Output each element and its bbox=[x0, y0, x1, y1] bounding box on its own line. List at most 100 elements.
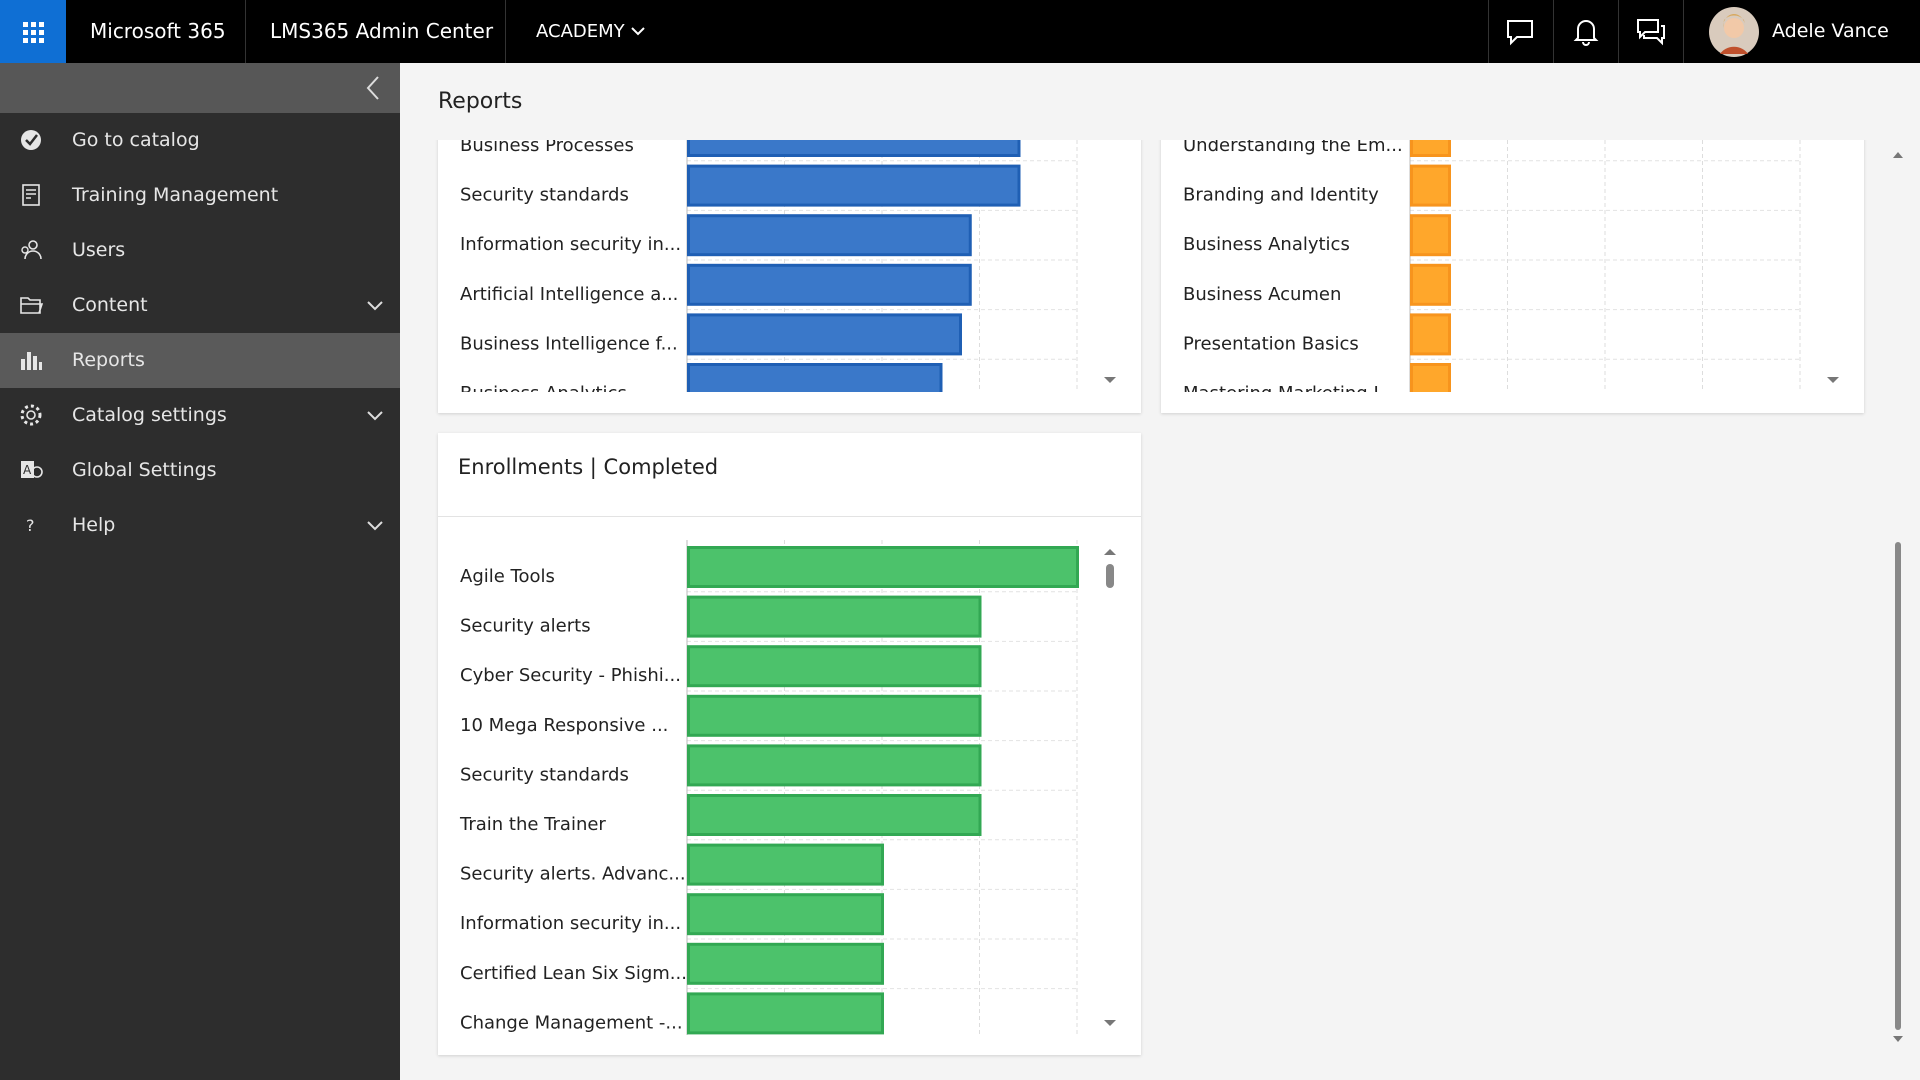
category-label: Change Management -... bbox=[460, 1012, 683, 1033]
category-label: Train the Trainer bbox=[459, 814, 606, 835]
category-label: Information security in... bbox=[460, 913, 681, 934]
bar bbox=[687, 313, 962, 356]
notification-icon[interactable] bbox=[1572, 17, 1600, 47]
nav-label: Content bbox=[72, 294, 148, 316]
page-scrollbar[interactable] bbox=[1888, 140, 1908, 1055]
nav-item[interactable]: A Global Settings bbox=[0, 443, 400, 498]
divider bbox=[438, 516, 1141, 517]
scroll-down[interactable] bbox=[1104, 377, 1116, 383]
nav-icon: ? bbox=[26, 516, 35, 535]
category-label: Security alerts. Advanc... bbox=[460, 864, 686, 885]
page-header: Reports bbox=[400, 63, 1920, 140]
scroll-up[interactable] bbox=[1104, 549, 1116, 555]
category-label: Information security in... bbox=[460, 234, 681, 255]
category-label: Agile Tools bbox=[460, 566, 555, 587]
top-bar: Microsoft 365 LMS365 Admin Center ACADEM… bbox=[0, 0, 1920, 63]
chart-card: Enrollments | Completed bbox=[438, 433, 1141, 1055]
nav-icon bbox=[21, 240, 42, 260]
chart: Business Processes Security standards Info… bbox=[460, 140, 1116, 392]
category-label: Business Analytics bbox=[460, 383, 627, 392]
bar bbox=[1410, 363, 1451, 392]
card-title: Enrollments | Completed bbox=[458, 455, 719, 479]
app-launcher[interactable] bbox=[0, 0, 66, 63]
avatar[interactable] bbox=[1708, 6, 1760, 58]
bar bbox=[687, 744, 982, 787]
category-label: Certified Lean Six Sigm... bbox=[460, 963, 687, 984]
nav-item[interactable]: Reports bbox=[0, 333, 400, 388]
bar bbox=[687, 164, 1021, 207]
nav-label: Catalog settings bbox=[72, 404, 227, 426]
bar bbox=[687, 140, 1021, 157]
category-label: Understanding the Em... bbox=[1183, 140, 1403, 156]
nav-icon bbox=[21, 130, 41, 150]
bar bbox=[687, 794, 982, 836]
nav-icon bbox=[20, 404, 42, 426]
nav-label: Help bbox=[72, 514, 116, 536]
category-label: Business Analytics bbox=[1183, 234, 1350, 255]
report-area: Enrollments | Completed bbox=[400, 140, 1920, 1080]
expand-chevron bbox=[367, 301, 383, 311]
nav-icon: A bbox=[21, 461, 43, 478]
scroll-down[interactable] bbox=[1104, 1020, 1116, 1026]
app-name[interactable]: Microsoft 365 bbox=[90, 19, 226, 43]
waffle-icon bbox=[23, 22, 44, 43]
nav-icon bbox=[20, 297, 44, 314]
category-label: Cyber Security - Phishi... bbox=[460, 665, 681, 686]
chart: Agile Tools Security alerts Cyber Security… bbox=[459, 540, 1116, 1035]
category-label: Mastering Marketing L... bbox=[1183, 383, 1401, 392]
bar bbox=[687, 843, 884, 886]
expand-chevron bbox=[367, 411, 383, 421]
collapse-icon bbox=[366, 76, 379, 100]
chart: Understanding the Em... Branding and Iden… bbox=[1183, 140, 1839, 392]
category-label: Security standards bbox=[460, 185, 629, 206]
bar bbox=[687, 595, 982, 638]
nav-item[interactable]: Content bbox=[0, 278, 400, 333]
svg-text:A: A bbox=[23, 463, 32, 477]
bar bbox=[687, 992, 884, 1035]
chevron bbox=[631, 27, 645, 36]
category-label: Presentation Basics bbox=[1183, 333, 1359, 354]
category-label: 10 Mega Responsive ... bbox=[460, 715, 668, 736]
nav-item[interactable]: Catalog settings bbox=[0, 388, 400, 443]
category-label: Security standards bbox=[460, 764, 629, 785]
feedback-icon[interactable] bbox=[1635, 17, 1667, 47]
bar bbox=[687, 942, 884, 985]
nav-item[interactable]: Go to catalog bbox=[0, 113, 400, 168]
bar bbox=[1410, 263, 1451, 306]
sidebar: Go to catalog Training Management Users Con… bbox=[0, 63, 400, 1080]
category-label: Business Intelligence f... bbox=[460, 333, 678, 354]
nav-icon bbox=[22, 184, 40, 206]
bar bbox=[687, 645, 982, 688]
bar bbox=[687, 546, 1079, 588]
collapse-bar[interactable] bbox=[0, 63, 400, 113]
bar bbox=[1410, 313, 1451, 356]
expand-chevron bbox=[367, 521, 383, 531]
nav-item[interactable]: Users bbox=[0, 223, 400, 278]
bar bbox=[687, 694, 982, 737]
scrollbar-graphic bbox=[1893, 152, 1903, 1042]
chart-card bbox=[1161, 140, 1864, 413]
nav-icon bbox=[21, 352, 42, 370]
bar bbox=[1410, 164, 1451, 207]
product-name[interactable]: LMS365 Admin Center bbox=[270, 19, 494, 43]
scroll-thumb[interactable] bbox=[1106, 564, 1114, 588]
nav-label: Users bbox=[72, 239, 126, 261]
tenant-menu[interactable]: ACADEMY bbox=[536, 21, 625, 42]
bar bbox=[1410, 140, 1451, 157]
nav-item[interactable]: ? Help bbox=[0, 498, 400, 553]
bar bbox=[687, 893, 884, 936]
category-label: Branding and Identity bbox=[1183, 185, 1379, 206]
bar bbox=[1410, 214, 1451, 257]
category-label: Artificial Intelligence a... bbox=[460, 284, 678, 305]
chat-icon[interactable] bbox=[1505, 18, 1535, 46]
page-title: Reports bbox=[438, 89, 523, 114]
svg-text:?: ? bbox=[26, 516, 35, 535]
nav-label: Training Management bbox=[72, 184, 279, 206]
bar bbox=[687, 214, 972, 257]
nav-item[interactable]: Training Management bbox=[0, 168, 400, 223]
bar bbox=[687, 263, 972, 306]
bar bbox=[687, 363, 943, 392]
user-name[interactable]: Adele Vance bbox=[1772, 20, 1889, 42]
scroll-down[interactable] bbox=[1827, 377, 1839, 383]
